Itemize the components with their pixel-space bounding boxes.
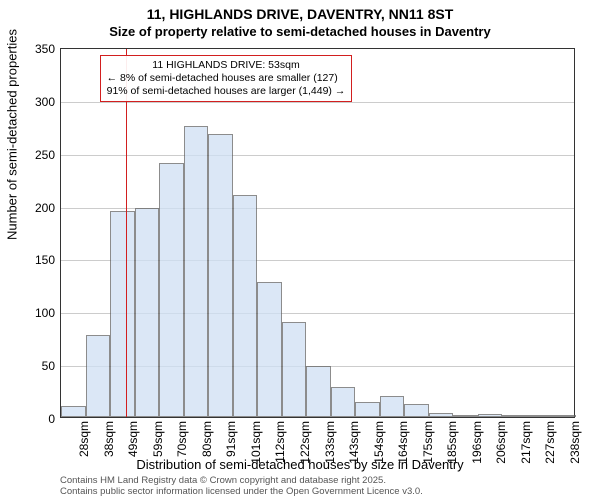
reference-line — [126, 49, 127, 417]
annotation-line: 11 HIGHLANDS DRIVE: 53sqm — [107, 59, 346, 72]
footer-line-1: Contains HM Land Registry data © Crown c… — [60, 475, 386, 486]
histogram-bar — [184, 126, 209, 417]
chart-area: 05010015020025030035028sqm38sqm49sqm59sq… — [60, 48, 575, 418]
annotation-line: ← 8% of semi-detached houses are smaller… — [107, 72, 346, 85]
attribution-footer: Contains HM Land Registry data © Crown c… — [60, 476, 423, 498]
x-tick-label: 28sqm — [77, 421, 91, 457]
histogram-bar — [502, 415, 527, 417]
y-tick-label: 0 — [48, 412, 55, 426]
histogram-bar — [257, 282, 282, 417]
x-axis-label: Distribution of semi-detached houses by … — [0, 457, 600, 472]
histogram-bar — [453, 415, 478, 417]
histogram-bar — [61, 406, 86, 417]
y-axis-label: Number of semi-detached properties — [5, 29, 20, 240]
histogram-bar — [208, 134, 233, 417]
gridline — [61, 102, 574, 103]
x-tick-label: 38sqm — [102, 421, 116, 457]
x-tick-label: 59sqm — [151, 421, 165, 457]
histogram-bar — [404, 404, 429, 417]
page-title: 11, HIGHLANDS DRIVE, DAVENTRY, NN11 8ST — [0, 6, 600, 22]
histogram-bar — [429, 413, 454, 417]
y-tick-label: 350 — [35, 42, 55, 56]
histogram-bar — [159, 163, 184, 417]
y-tick-label: 50 — [42, 359, 55, 373]
histogram-bar — [110, 211, 135, 417]
histogram-bar — [551, 415, 576, 417]
histogram-bar — [86, 335, 111, 417]
page-subtitle: Size of property relative to semi-detach… — [0, 24, 600, 39]
x-tick-label: 49sqm — [126, 421, 140, 457]
x-tick-label: 80sqm — [200, 421, 214, 457]
annotation-box: 11 HIGHLANDS DRIVE: 53sqm← 8% of semi-de… — [100, 55, 353, 102]
histogram-bar — [355, 402, 380, 417]
histogram-bar — [527, 415, 552, 417]
histogram-bar — [233, 195, 258, 417]
histogram-bar — [282, 322, 307, 417]
y-tick-label: 200 — [35, 201, 55, 215]
x-tick-label: 91sqm — [224, 421, 238, 457]
annotation-line: 91% of semi-detached houses are larger (… — [107, 85, 346, 98]
footer-line-2: Contains public sector information licen… — [60, 486, 423, 497]
y-tick-label: 150 — [35, 253, 55, 267]
y-tick-label: 300 — [35, 95, 55, 109]
plot-area: 05010015020025030035028sqm38sqm49sqm59sq… — [60, 48, 575, 418]
y-tick-label: 100 — [35, 306, 55, 320]
gridline — [61, 155, 574, 156]
x-tick-label: 70sqm — [175, 421, 189, 457]
histogram-bar — [380, 396, 405, 417]
histogram-bar — [306, 366, 331, 417]
histogram-bar — [478, 414, 503, 417]
histogram-bar — [331, 387, 356, 417]
histogram-bar — [135, 208, 160, 417]
y-tick-label: 250 — [35, 148, 55, 162]
